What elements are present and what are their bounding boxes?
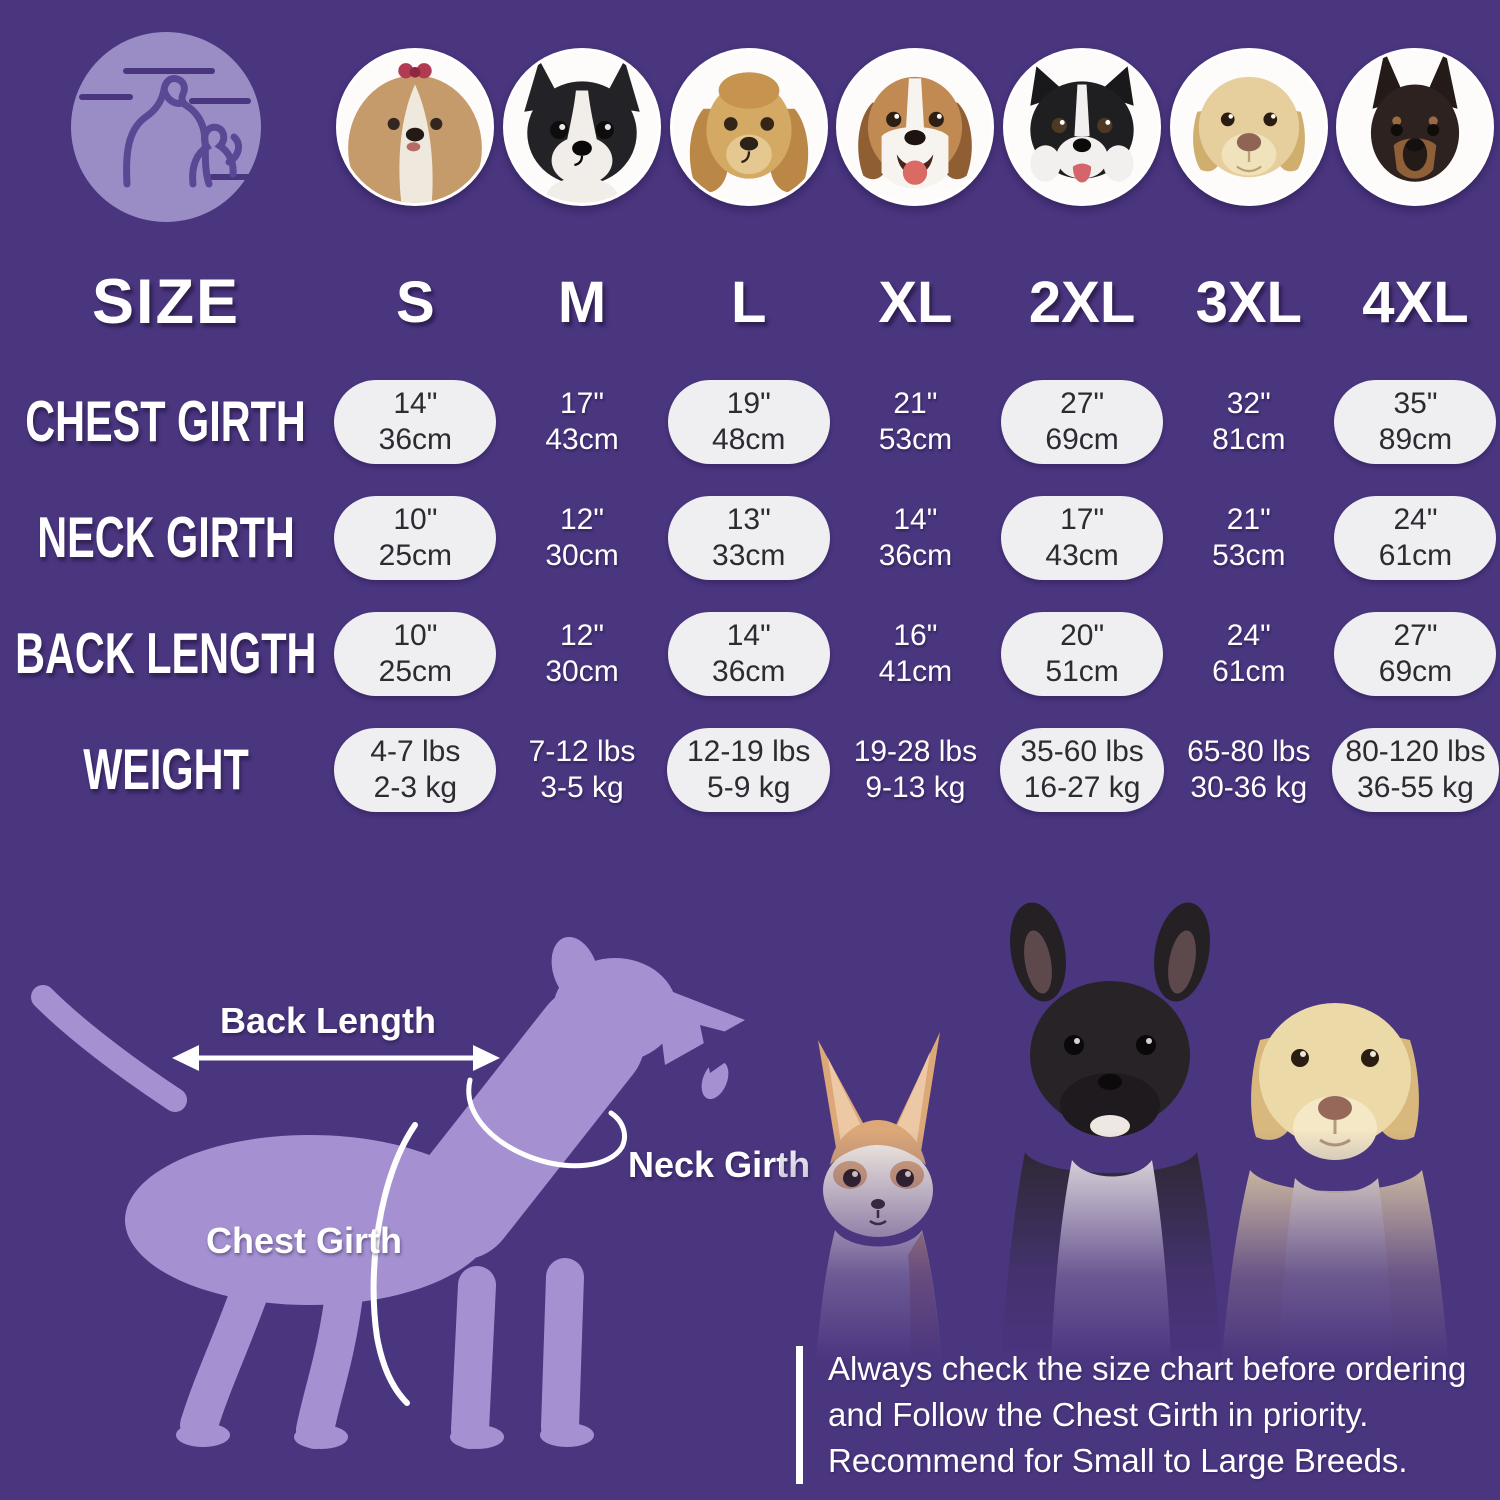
value-neck-xl: 14" 36cm — [878, 503, 953, 572]
value-neck-l: 13" 33cm — [667, 496, 830, 580]
sizing-note: Always check the size chart before order… — [796, 1346, 1478, 1484]
value-neck-s: 10" 25cm — [334, 496, 497, 580]
value-weight-l: 12-19 lbs 5-9 kg — [667, 728, 831, 812]
value-weight-m: 7-12 lbs 3-5 kg — [528, 735, 636, 804]
value-neck-3xl: 21" 53cm — [1212, 503, 1286, 572]
size-header-3xl: 3XL — [1195, 269, 1302, 335]
row-label-neck-girth: NECK GIRTH — [37, 504, 295, 570]
dog-photo-labrador — [1165, 14, 1332, 240]
value-weight-s: 4-7 lbs 2-3 kg — [334, 728, 497, 812]
value-weight-3xl: 65-80 lbs 30-36 kg — [1187, 735, 1311, 804]
dog-photo-boston-terrier — [499, 14, 666, 240]
note-line-1: Always check the size chart before order… — [828, 1350, 1467, 1387]
value-back-2xl: 20" 51cm — [1001, 612, 1164, 696]
value-chest-2xl: 27" 69cm — [1001, 380, 1164, 464]
value-chest-4xl: 35" 89cm — [1334, 380, 1497, 464]
size-header-2xl: 2XL — [1028, 269, 1136, 335]
measurement-diagram — [31, 936, 757, 1449]
value-chest-m: 17" 43cm — [545, 387, 619, 456]
dog-photo-beagle — [832, 14, 999, 240]
value-back-3xl: 24" 61cm — [1212, 619, 1286, 688]
value-back-xl: 16" 41cm — [878, 619, 953, 688]
value-weight-2xl: 35-60 lbs 16-27 kg — [1000, 728, 1164, 812]
chest-girth-label: Chest Girth — [206, 1220, 403, 1261]
size-table: SIZE S M L XL 2XL 3XL 4XL CHEST GIRTH 14… — [0, 14, 1499, 828]
back-length-label: Back Length — [219, 1000, 437, 1041]
value-chest-l: 19" 48cm — [667, 380, 830, 464]
value-weight-4xl: 80-120 lbs 36-55 kg — [1332, 728, 1499, 812]
fade-overlay — [780, 1120, 1500, 1500]
size-header-xl: XL — [878, 269, 953, 335]
size-header-4xl: 4XL — [1362, 269, 1469, 335]
note-line-3: Recommend for Small to Large Breeds. — [828, 1442, 1408, 1479]
value-chest-xl: 21" 53cm — [878, 387, 953, 456]
size-column-title: SIZE — [91, 267, 241, 337]
value-back-4xl: 27" 69cm — [1334, 612, 1497, 696]
value-chest-3xl: 32" 81cm — [1212, 387, 1286, 456]
size-header-m: M — [557, 269, 607, 335]
value-back-l: 14" 36cm — [667, 612, 830, 696]
breed-group-photo — [780, 902, 1500, 1500]
row-label-back-length: BACK LENGTH — [15, 620, 317, 686]
note-line-2: and Follow the Chest Girth in priority. — [828, 1396, 1369, 1433]
neck-girth-label: Neck Girth — [628, 1144, 811, 1185]
dog-photo-border-collie — [999, 14, 1166, 240]
dog-photo-doberman — [1332, 14, 1499, 240]
dog-cat-logo-icon — [71, 32, 261, 222]
value-back-m: 12" 30cm — [545, 619, 619, 688]
value-chest-s: 14" 36cm — [334, 380, 497, 464]
value-weight-xl: 19-28 lbs 9-13 kg — [853, 735, 978, 804]
value-back-s: 10" 25cm — [334, 612, 497, 696]
size-header-l: L — [731, 269, 767, 335]
brand-logo — [0, 14, 332, 240]
row-label-weight: WEIGHT — [83, 736, 249, 802]
value-neck-m: 12" 30cm — [545, 503, 619, 572]
size-header-s: S — [396, 269, 435, 335]
dog-photo-shih-tzu — [332, 14, 499, 240]
dog-photo-cocker-spaniel — [665, 14, 832, 240]
value-neck-4xl: 24" 61cm — [1334, 496, 1497, 580]
row-label-chest-girth: CHEST GIRTH — [25, 388, 307, 454]
value-neck-2xl: 17" 43cm — [1001, 496, 1164, 580]
